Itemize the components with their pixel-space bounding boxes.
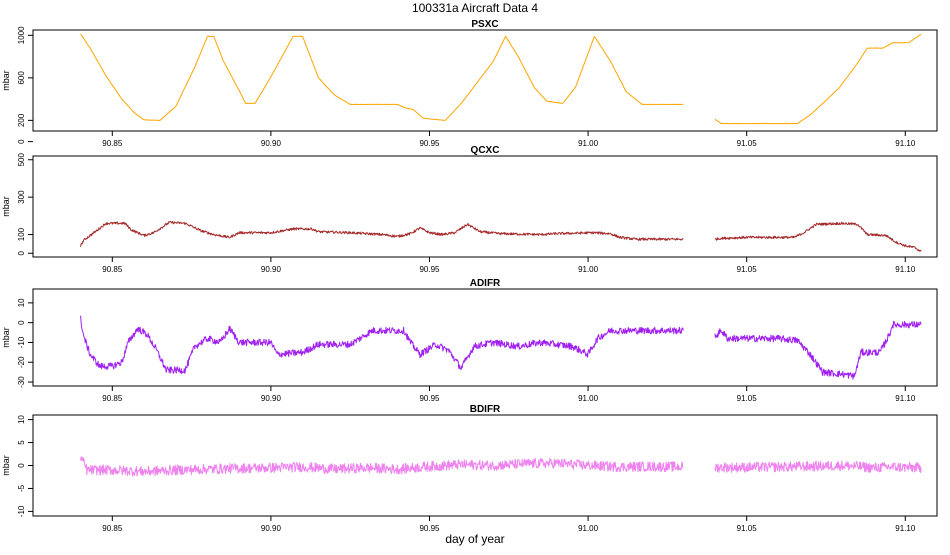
- x-tick-label: 91.10: [895, 139, 916, 148]
- plot-frame: [32, 414, 938, 517]
- series-line-1: [80, 33, 684, 122]
- panel-psxc: PSXC mbar 0 200 600 1000 90.85 90.90 90.95 91.00 9…: [1, 19, 938, 148]
- panel-bdifr: BDIFR mbar -10 -5 0 5 10 90.85 90.90 90.95 91.00 91…: [1, 404, 938, 533]
- x-tick-label: 91.05: [737, 524, 758, 533]
- series-line-2: [714, 460, 922, 474]
- y-tick-label: 10: [17, 415, 26, 424]
- panel-title: ADIFR: [470, 278, 501, 289]
- x-axis-label: day of year: [445, 532, 504, 546]
- y-tick-label: 600: [17, 71, 26, 85]
- y-axis-label: mbar: [1, 327, 11, 348]
- x-tick-label: 90.95: [419, 265, 440, 274]
- y-tick-label: 0: [17, 139, 26, 144]
- series-line-1: [80, 315, 684, 375]
- plot-frame: [32, 155, 938, 258]
- series-line-1: [80, 220, 684, 248]
- y-tick-label: 0: [17, 320, 26, 325]
- x-tick-label: 91.00: [578, 394, 599, 403]
- x-tick-label: 90.85: [102, 265, 123, 274]
- y-axis-label: mbar: [1, 455, 11, 476]
- y-tick-label: -10: [17, 336, 26, 348]
- x-tick-label: 91.05: [737, 139, 758, 148]
- x-tick-label: 90.95: [419, 524, 440, 533]
- y-tick-label: 300: [17, 190, 26, 204]
- x-tick-label: 90.90: [261, 524, 282, 533]
- y-tick-label: 10: [17, 298, 26, 307]
- y-axis-label: mbar: [1, 196, 11, 217]
- series-line-1: [80, 456, 684, 477]
- x-tick-label: 91.10: [895, 524, 916, 533]
- panel-title: PSXC: [471, 19, 498, 30]
- x-tick-label: 91.00: [578, 524, 599, 533]
- x-tick-label: 91.10: [895, 265, 916, 274]
- x-tick-label: 90.95: [419, 139, 440, 148]
- plot-frame: [32, 29, 938, 132]
- x-tick-label: 90.95: [419, 394, 440, 403]
- x-tick-label: 90.90: [261, 265, 282, 274]
- x-tick-label: 91.00: [578, 139, 599, 148]
- x-tick-label: 91.05: [737, 265, 758, 274]
- y-tick-label: 0: [17, 250, 26, 255]
- panel-qcxc: QCXC mbar 0 100 300 500 90.85 90.90 90.95 91.00 91…: [1, 145, 938, 274]
- y-tick-label: -10: [17, 505, 26, 517]
- y-axis-label: mbar: [1, 70, 11, 91]
- panel-title: BDIFR: [470, 404, 501, 415]
- x-tick-label: 90.85: [102, 394, 123, 403]
- y-tick-label: 0: [17, 463, 26, 468]
- y-tick-label: -5: [17, 484, 26, 492]
- y-tick-label: 500: [17, 153, 26, 167]
- series-line-2: [714, 33, 922, 125]
- series-line-2: [714, 320, 922, 380]
- y-tick-label: -30: [17, 376, 26, 388]
- figure-title: 100331a Aircraft Data 4: [412, 1, 538, 15]
- x-tick-label: 90.90: [261, 394, 282, 403]
- y-tick-label: 100: [17, 227, 26, 241]
- x-tick-label: 90.90: [261, 139, 282, 148]
- x-tick-label: 90.85: [102, 139, 123, 148]
- x-tick-label: 91.00: [578, 265, 599, 274]
- y-tick-label: 1000: [17, 26, 26, 44]
- y-tick-label: 5: [17, 440, 26, 445]
- panel-title: QCXC: [471, 145, 500, 156]
- y-tick-label: -20: [17, 356, 26, 368]
- x-tick-label: 91.10: [895, 394, 916, 403]
- panel-adifr: ADIFR mbar -30 -20 -10 0 10 90.85 90.90 90.95 91.0…: [1, 278, 938, 403]
- x-tick-label: 90.85: [102, 524, 123, 533]
- plot-frame: [32, 288, 938, 387]
- y-tick-label: 200: [17, 113, 26, 127]
- x-tick-label: 91.05: [737, 394, 758, 403]
- series-line-2: [714, 221, 922, 252]
